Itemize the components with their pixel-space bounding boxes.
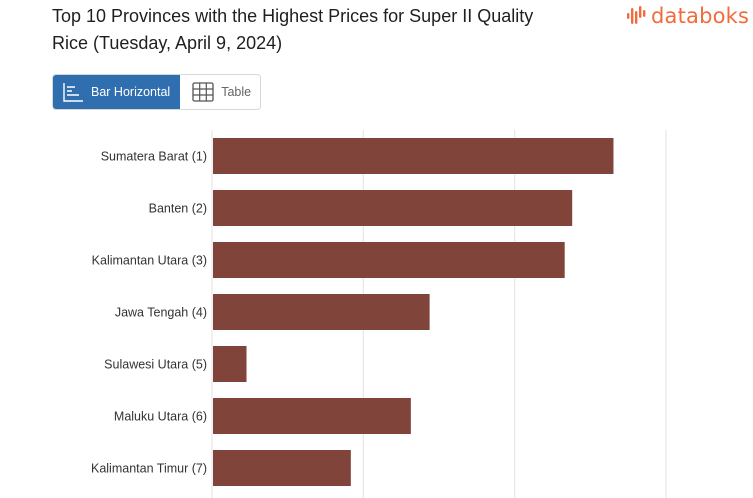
category-label: Sumatera Barat (1) [101,150,207,164]
logo-text: databoks [651,4,750,28]
page-title: Top 10 Provinces with the Highest Prices… [52,3,592,57]
bar-horizontal-button[interactable]: Bar Horizontal [53,75,181,109]
bar[interactable] [213,190,573,226]
bar-horizontal-label: Bar Horizontal [91,85,171,99]
bar[interactable] [213,294,430,330]
bar[interactable] [213,398,411,434]
bar[interactable] [213,450,351,486]
category-label: Kalimantan Timur (7) [91,462,207,476]
category-label: Banten (2) [149,202,207,216]
table-icon [192,82,214,102]
category-label: Sulawesi Utara (5) [104,358,207,372]
bar[interactable] [213,346,247,382]
category-label: Jawa Tengah (4) [115,306,207,320]
category-label: Kalimantan Utara (3) [92,254,207,268]
chart-category-labels: Sumatera Barat (1) Banten (2) Kalimantan U… [91,150,207,476]
title-line-2: Rice (Tuesday, April 9, 2024) [52,33,283,53]
bar[interactable] [213,242,565,278]
view-toggle: Bar Horizontal Table [52,74,262,110]
chart-bars [213,138,614,486]
databoks-logo[interactable]: databoks [626,4,749,28]
table-label: Table [221,85,252,99]
bar[interactable] [213,138,614,174]
category-label: Maluku Utara (6) [114,410,207,424]
table-button[interactable]: Table [180,75,260,109]
bar-chart-icon [63,83,83,102]
databoks-logo-icon [627,6,646,24]
title-line-1: Top 10 Provinces with the Highest Prices… [52,6,534,26]
